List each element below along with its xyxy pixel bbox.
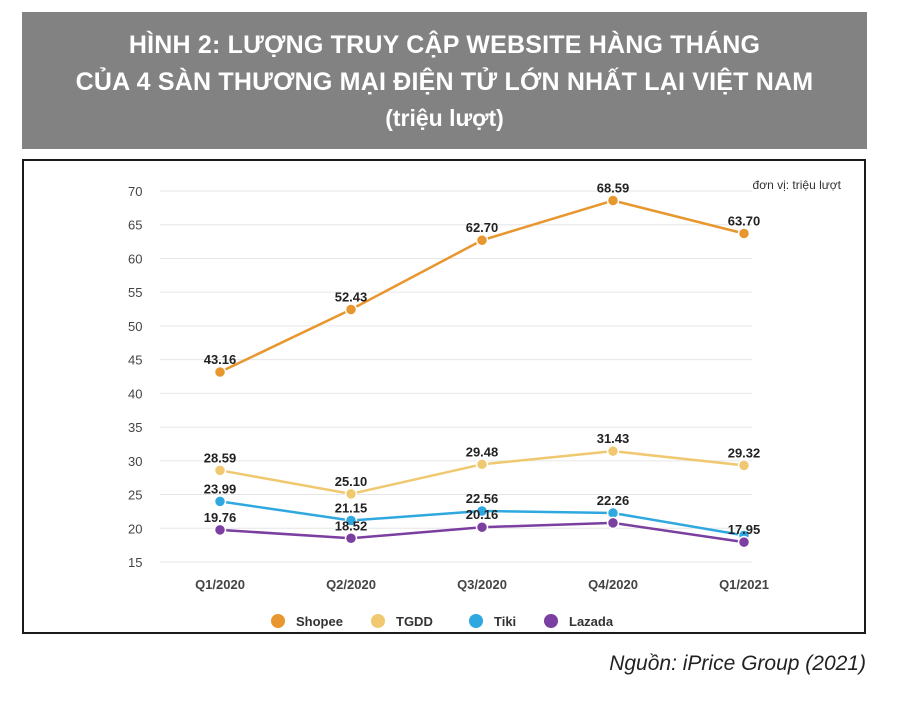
data-point-shopee: [737, 227, 751, 240]
unit-note: đơn vị: triệu lượt: [753, 178, 842, 192]
data-label-tgdd: 25.10: [335, 474, 368, 489]
data-label-tgdd: 29.48: [466, 444, 499, 459]
source-caption: Nguồn: iPrice Group (2021): [609, 652, 866, 675]
legend-label-tiki: Tiki: [494, 614, 516, 629]
data-point-tiki: [475, 504, 489, 518]
data-point-lazada: [344, 532, 358, 545]
y-tick-label: 40: [128, 386, 142, 401]
data-point-tgdd: [475, 458, 489, 471]
data-point-tgdd: [737, 459, 751, 472]
data-label-shopee: 68.59: [597, 181, 630, 196]
legend-label-lazada: Lazada: [569, 614, 614, 629]
x-tick-label: Q3/2020: [457, 577, 507, 592]
x-tick-label: Q2/2020: [326, 577, 376, 592]
figure-title-line-3: (triệu lượt): [385, 104, 504, 131]
y-tick-label: 60: [128, 251, 142, 266]
legend-label-shopee: Shopee: [296, 614, 343, 629]
y-tick-label: 55: [128, 285, 142, 300]
x-tick-label: Q1/2021: [719, 577, 769, 592]
data-label-tiki: 23.99: [204, 481, 237, 496]
data-point-lazada: [606, 516, 620, 530]
data-label-tgdd: 31.43: [597, 431, 630, 446]
data-point-tgdd: [344, 487, 358, 501]
data-label-tgdd: 29.32: [728, 445, 761, 460]
y-tick-label: 45: [128, 353, 142, 368]
data-label-lazada: 19.76: [204, 510, 237, 525]
data-label-tiki: 21.15: [335, 501, 368, 516]
data-label-tiki: 22.26: [597, 493, 630, 508]
data-label-shopee: 52.43: [335, 290, 368, 305]
data-label-shopee: 63.70: [728, 213, 761, 228]
y-tick-label: 35: [128, 420, 142, 435]
data-label-lazada: 20.16: [466, 507, 499, 522]
data-label-shopee: 62.70: [466, 220, 499, 235]
y-tick-label: 50: [128, 319, 142, 334]
data-point-shopee: [213, 365, 227, 379]
y-tick-label: 15: [128, 555, 142, 570]
legend-marker-tgdd: [371, 614, 385, 628]
y-tick-label: 65: [128, 218, 142, 233]
y-tick-label: 30: [128, 454, 142, 469]
legend-marker-tiki: [469, 614, 483, 628]
figure-title-line-2: CỦA 4 SÀN THƯƠNG MẠI ĐIỆN TỬ LỚN NHẤT LẠ…: [75, 67, 814, 96]
legend-marker-lazada: [544, 614, 558, 628]
figure-title-line-1: HÌNH 2: LƯỢNG TRUY CẬP WEBSITE HÀNG THÁN…: [128, 30, 761, 59]
data-label-tiki: 22.56: [466, 491, 499, 506]
y-tick-label: 25: [128, 488, 142, 503]
chart-frame: 15 20 25 30 35 40 45 50 55 60 65 70 Q1/2020 Q2/2020 Q3…: [22, 159, 866, 634]
data-label-lazada: 18.52: [335, 518, 368, 533]
data-point-tgdd: [606, 444, 620, 458]
data-point-lazada: [737, 535, 751, 549]
data-point-shopee: [344, 303, 358, 316]
data-point-tgdd: [213, 464, 227, 477]
y-tick-label: 70: [128, 184, 142, 199]
data-label-tgdd: 28.59: [204, 450, 237, 465]
legend-marker-shopee: [271, 614, 285, 628]
data-point-shopee: [606, 194, 620, 207]
line-chart: 15 20 25 30 35 40 45 50 55 60 65 70 Q1/2020 Q2/2020 Q3…: [128, 178, 842, 629]
data-point-shopee: [475, 233, 489, 247]
x-tick-label: Q1/2020: [195, 577, 245, 592]
data-point-lazada: [475, 520, 489, 534]
x-tick-label: Q4/2020: [588, 577, 638, 592]
data-point-lazada: [213, 523, 227, 537]
data-label-lazada: 17.95: [728, 522, 761, 537]
legend-label-tgdd: TGDD: [396, 614, 433, 629]
data-label-shopee: 43.16: [204, 352, 237, 367]
figure-title-banner: HÌNH 2: LƯỢNG TRUY CẬP WEBSITE HÀNG THÁN…: [22, 12, 867, 149]
y-tick-label: 20: [128, 521, 142, 536]
data-point-tiki: [213, 495, 227, 508]
data-point-tiki: [344, 514, 358, 527]
